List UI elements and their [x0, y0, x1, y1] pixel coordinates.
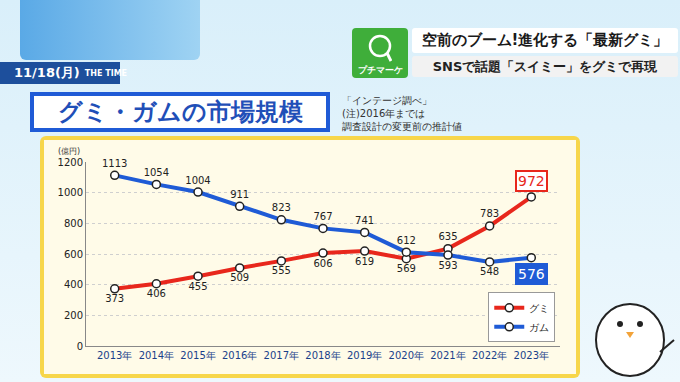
svg-text:767: 767: [313, 211, 332, 222]
svg-text:2022年: 2022年: [472, 350, 507, 361]
svg-text:800: 800: [64, 218, 83, 229]
svg-text:0: 0: [77, 341, 83, 352]
svg-text:2021年: 2021年: [430, 350, 465, 361]
svg-text:606: 606: [313, 258, 332, 269]
svg-text:ガム: ガム: [529, 322, 549, 333]
svg-text:2017年: 2017年: [264, 350, 299, 361]
html-text:(注)2016年までは: (注)2016年までは: [342, 108, 426, 119]
svg-text:373: 373: [105, 293, 124, 304]
svg-text:1054: 1054: [144, 167, 169, 178]
svg-text:569: 569: [397, 263, 416, 274]
svg-text:200: 200: [64, 310, 83, 321]
svg-text:406: 406: [147, 288, 166, 299]
svg-text:593: 593: [438, 260, 457, 271]
svg-text:2018年: 2018年: [305, 350, 340, 361]
svg-text:1200: 1200: [58, 157, 83, 168]
html-text:グミ・ガムの市場規模: グミ・ガムの市場規模: [57, 98, 303, 126]
svg-text:972: 972: [518, 173, 545, 189]
svg-text:576: 576: [518, 266, 545, 282]
svg-text:2014年: 2014年: [139, 350, 174, 361]
svg-text:2015年: 2015年: [180, 350, 215, 361]
svg-text:612: 612: [397, 235, 416, 246]
svg-text:619: 619: [355, 256, 374, 267]
svg-text:2016年: 2016年: [222, 350, 257, 361]
html-text:調査設計の変更前の推計値: 調査設計の変更前の推計値: [342, 121, 462, 132]
svg-text:555: 555: [272, 265, 291, 276]
html-text:SNSで話題「スイミー」をグミで再現: SNSで話題「スイミー」をグミで再現: [432, 59, 658, 74]
html-text:11/18(月) THE TIME: 11/18(月) THE TIME: [14, 65, 128, 80]
svg-text:635: 635: [438, 231, 457, 242]
html-text:「インテージ調べ」: 「インテージ調べ」: [342, 95, 432, 106]
svg-text:741: 741: [355, 215, 374, 226]
svg-text:400: 400: [64, 279, 83, 290]
html-text:空前のブーム!進化する「最新グミ」: 空前のブーム!進化する「最新グミ」: [421, 31, 669, 49]
svg-text:548: 548: [480, 266, 499, 277]
html-text:プチマーケ: プチマーケ: [357, 65, 403, 75]
svg-text:2020年: 2020年: [389, 350, 424, 361]
svg-text:1113: 1113: [102, 158, 127, 169]
svg-text:(億円): (億円): [58, 147, 80, 156]
svg-text:グミ: グミ: [529, 303, 549, 314]
svg-text:2023年: 2023年: [514, 350, 549, 361]
svg-text:455: 455: [188, 281, 207, 292]
svg-text:783: 783: [480, 208, 499, 219]
svg-text:509: 509: [230, 272, 249, 283]
svg-text:823: 823: [272, 202, 291, 213]
svg-text:2013年: 2013年: [97, 350, 132, 361]
svg-text:911: 911: [230, 189, 249, 200]
svg-text:2019年: 2019年: [347, 350, 382, 361]
svg-text:1000: 1000: [58, 187, 83, 198]
svg-text:600: 600: [64, 249, 83, 260]
svg-text:1004: 1004: [185, 175, 210, 186]
